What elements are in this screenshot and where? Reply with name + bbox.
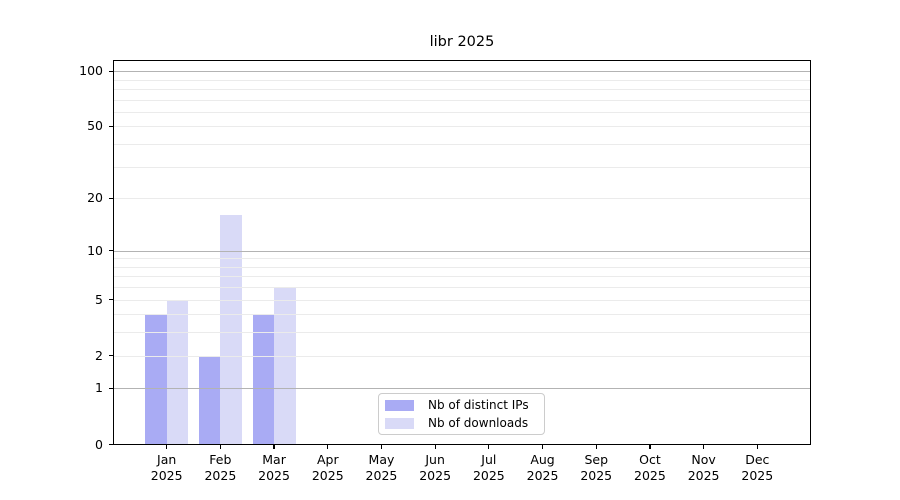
x-tick-label-may: May 2025 bbox=[365, 452, 398, 483]
x-tick-label-mar: Mar 2025 bbox=[258, 452, 290, 483]
x-tick-label-jul: Jul 2025 bbox=[472, 452, 505, 483]
x-tick-mark-nov bbox=[702, 444, 705, 449]
x-tick-label-feb: Feb 2025 bbox=[204, 452, 237, 483]
bar-nb-of-downloads-jan bbox=[166, 299, 189, 445]
x-tick-mark-feb bbox=[219, 444, 222, 449]
minor-gridline-9 bbox=[113, 258, 811, 260]
chart-title: libr 2025 bbox=[429, 34, 495, 50]
legend-item-distinct-ips: Nb of distinct IPs bbox=[385, 398, 538, 412]
y-tick-label-10: 10 bbox=[87, 242, 103, 258]
x-tick-label-jun: Jun 2025 bbox=[419, 452, 452, 483]
legend-label-downloads: Nb of downloads bbox=[428, 416, 529, 430]
y-tick-label-100: 100 bbox=[79, 63, 103, 79]
major-gridline-10 bbox=[113, 250, 811, 252]
x-tick-mark-apr bbox=[327, 444, 329, 449]
legend-item-downloads: Nb of downloads bbox=[385, 416, 538, 430]
legend-swatch-distinct-ips bbox=[385, 399, 414, 411]
x-tick-mark-jul bbox=[488, 444, 490, 449]
x-tick-mark-dec bbox=[756, 444, 758, 449]
y-tick-label-1: 1 bbox=[95, 380, 103, 396]
plot-area bbox=[113, 60, 811, 445]
minor-gridline-2 bbox=[113, 355, 811, 357]
y-tick-mark-5 bbox=[109, 298, 113, 301]
y-tick-mark-100 bbox=[109, 70, 113, 72]
y-tick-label-0: 0 bbox=[95, 436, 103, 452]
y-tick-mark-10 bbox=[109, 249, 113, 252]
bar-nb-of-downloads-mar bbox=[274, 287, 296, 445]
minor-gridline-4 bbox=[113, 314, 811, 316]
y-tick-mark-0 bbox=[109, 443, 113, 446]
x-tick-mark-oct bbox=[649, 444, 651, 449]
bar-nb-of-distinct-ips-feb bbox=[198, 355, 221, 445]
bar-nb-of-downloads-feb bbox=[220, 215, 242, 445]
y-tick-mark-2 bbox=[109, 354, 113, 357]
minor-gridline-50 bbox=[113, 126, 811, 128]
x-tick-mark-jun bbox=[434, 444, 436, 449]
minor-gridline-80 bbox=[113, 89, 811, 91]
minor-gridline-30 bbox=[113, 166, 811, 168]
minor-gridline-6 bbox=[113, 287, 811, 289]
legend-label-distinct-ips: Nb of distinct IPs bbox=[428, 398, 529, 412]
x-tick-mark-jan bbox=[166, 444, 168, 449]
minor-gridline-70 bbox=[113, 99, 811, 101]
x-tick-mark-sep bbox=[595, 444, 597, 449]
major-gridline-100 bbox=[113, 71, 811, 73]
y-tick-mark-1 bbox=[109, 387, 113, 390]
y-tick-label-5: 5 bbox=[95, 291, 103, 307]
bar-nb-of-distinct-ips-jan bbox=[145, 314, 167, 445]
x-tick-mark-may bbox=[380, 444, 383, 449]
x-tick-label-oct: Oct 2025 bbox=[634, 452, 666, 483]
x-tick-mark-aug bbox=[541, 444, 544, 449]
minor-gridline-40 bbox=[113, 144, 811, 146]
legend: Nb of distinct IPs Nb of downloads bbox=[378, 393, 545, 435]
minor-gridline-90 bbox=[113, 79, 811, 81]
minor-gridline-20 bbox=[113, 198, 811, 200]
y-tick-mark-20 bbox=[109, 197, 113, 199]
y-tick-mark-50 bbox=[109, 125, 113, 128]
x-tick-label-aug: Aug 2025 bbox=[526, 452, 559, 483]
x-tick-label-sep: Sep 2025 bbox=[580, 452, 613, 483]
y-tick-label-20: 20 bbox=[87, 190, 103, 206]
bar-nb-of-distinct-ips-mar bbox=[252, 314, 275, 445]
x-tick-label-dec: Dec 2025 bbox=[741, 452, 774, 483]
minor-gridline-5 bbox=[113, 299, 811, 301]
minor-gridline-7 bbox=[113, 276, 811, 278]
major-gridline-1 bbox=[113, 388, 811, 390]
minor-gridline-3 bbox=[113, 332, 811, 334]
x-tick-label-jan: Jan 2025 bbox=[150, 452, 183, 483]
y-tick-label-50: 50 bbox=[87, 118, 103, 134]
legend-swatch-downloads bbox=[385, 417, 414, 429]
y-tick-label-2: 2 bbox=[95, 347, 103, 363]
minor-gridline-8 bbox=[113, 266, 811, 268]
x-tick-label-apr: Apr 2025 bbox=[311, 452, 344, 483]
minor-gridline-60 bbox=[113, 111, 811, 113]
x-tick-label-nov: Nov 2025 bbox=[687, 452, 720, 483]
x-tick-mark-mar bbox=[273, 444, 275, 449]
